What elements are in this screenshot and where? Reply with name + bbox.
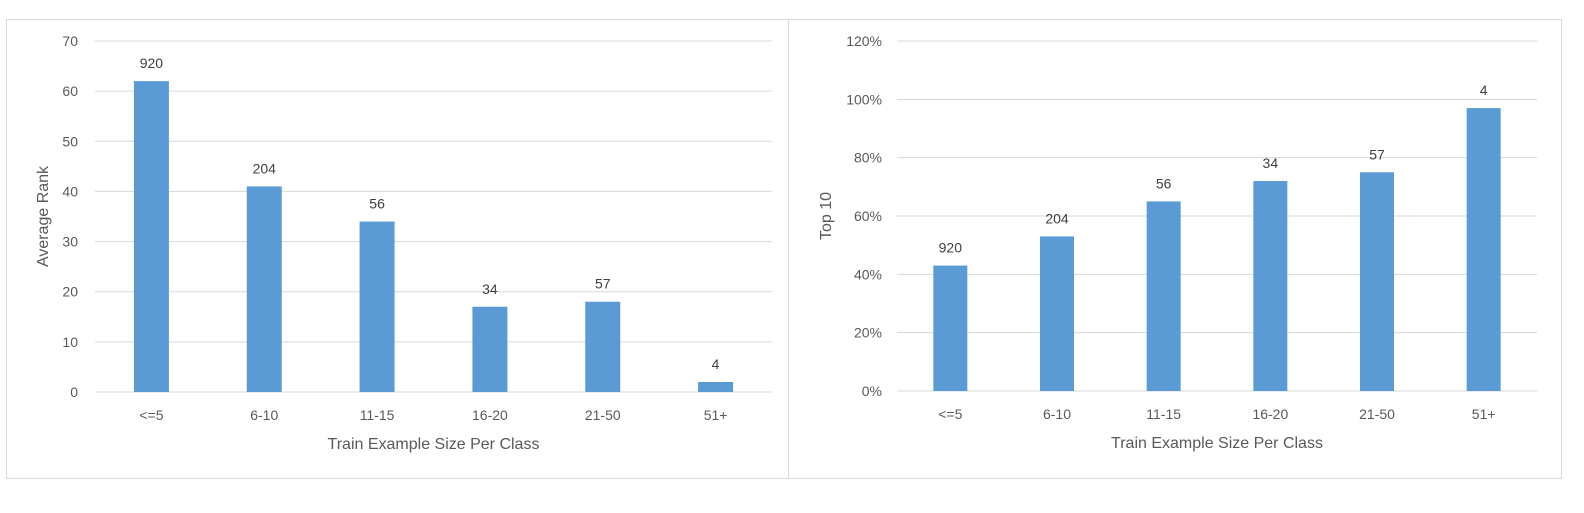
right-xtick-label: 51+ bbox=[1472, 406, 1496, 422]
left-xtick-label: <=5 bbox=[139, 407, 163, 423]
right-data-label: 56 bbox=[1156, 175, 1172, 191]
right-xtick-label: 21-50 bbox=[1359, 406, 1395, 422]
left-xtick-label: 21-50 bbox=[585, 407, 621, 423]
right-ytick-label: 0% bbox=[862, 383, 882, 399]
left-xtick-label: 16-20 bbox=[472, 407, 508, 423]
left-bar bbox=[698, 381, 734, 392]
left-data-label: 34 bbox=[482, 281, 498, 297]
left-bar bbox=[246, 186, 282, 392]
right-ytick-label: 80% bbox=[854, 150, 882, 166]
right-bar bbox=[1146, 201, 1181, 391]
right-data-label: 34 bbox=[1263, 155, 1279, 171]
right-ytick-label: 100% bbox=[846, 91, 882, 107]
right-ytick-label: 120% bbox=[846, 33, 882, 49]
right-bar bbox=[1360, 172, 1394, 391]
right-bar bbox=[1040, 236, 1074, 391]
left-ytick-label: 70 bbox=[62, 33, 78, 49]
right-xtick-label: <=5 bbox=[938, 406, 962, 422]
right-data-label: 204 bbox=[1045, 210, 1069, 226]
left-ytick-label: 0 bbox=[70, 384, 78, 400]
right-bar bbox=[933, 265, 968, 391]
left-ytick-label: 40 bbox=[62, 183, 78, 199]
left-xtick-label: 51+ bbox=[704, 407, 728, 423]
left-ytick-label: 10 bbox=[62, 334, 78, 350]
right-xtick-label: 11-15 bbox=[1146, 406, 1181, 422]
left-xtick-label: 11-15 bbox=[360, 407, 395, 423]
right-ytick-label: 60% bbox=[854, 208, 882, 224]
left-data-label: 4 bbox=[712, 356, 720, 372]
left-bar bbox=[585, 301, 621, 392]
right-bar bbox=[1253, 181, 1288, 391]
right-data-label: 57 bbox=[1369, 146, 1385, 162]
left-xtick-label: 6-10 bbox=[250, 407, 278, 423]
right-x-axis-title: Train Example Size Per Class bbox=[1111, 435, 1323, 452]
right-ytick-label: 20% bbox=[854, 325, 882, 341]
right-data-label: 920 bbox=[939, 240, 963, 256]
left-data-label: 57 bbox=[595, 276, 611, 292]
left-ytick-label: 50 bbox=[62, 133, 78, 149]
left-ytick-label: 30 bbox=[62, 234, 78, 250]
right-ytick-label: 40% bbox=[854, 266, 882, 282]
right-data-label: 4 bbox=[1480, 82, 1488, 98]
left-data-label: 56 bbox=[369, 196, 385, 212]
right-xtick-label: 16-20 bbox=[1252, 406, 1288, 422]
left-ytick-label: 20 bbox=[62, 284, 78, 300]
right-xtick-label: 6-10 bbox=[1043, 406, 1071, 422]
left-data-label: 204 bbox=[253, 160, 277, 176]
left-ytick-label: 60 bbox=[62, 83, 78, 99]
right-y-axis-title: Top 10 bbox=[818, 192, 835, 240]
right-bar bbox=[1466, 108, 1501, 391]
left-data-label: 920 bbox=[140, 55, 164, 71]
left-bar bbox=[133, 81, 169, 392]
left-bar bbox=[359, 221, 395, 392]
left-bar bbox=[472, 306, 508, 392]
left-y-axis-title: Average Rank bbox=[35, 165, 52, 267]
left-x-axis-title: Train Example Size Per Class bbox=[328, 436, 540, 453]
